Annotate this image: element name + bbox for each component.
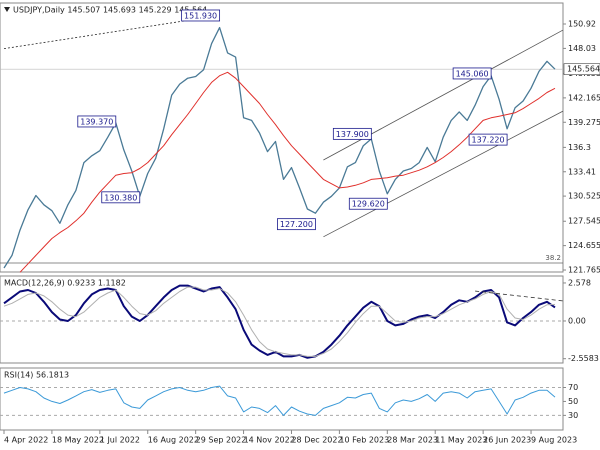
x-tick-label: 28 Mar 2023 [387, 436, 438, 445]
x-tick-label: 10 Feb 2023 [339, 436, 389, 445]
y-tick-label: 130.525 [568, 192, 600, 201]
x-tick-label: 9 Aug 2023 [531, 436, 577, 445]
y-tick-label: 139.275 [568, 118, 600, 127]
rsi-title: RSI(14) 56.1813 [4, 371, 69, 380]
x-tick-label: 29 Sep 2022 [196, 436, 247, 445]
annotation-box [348, 197, 388, 210]
annotation-label: 127.200 [280, 220, 313, 229]
y-tick-label: 50 [568, 397, 578, 406]
x-tick-label: 14 Nov 2022 [244, 436, 295, 445]
annotation-box [452, 67, 492, 80]
y-tick-label: 133.41 [568, 167, 596, 176]
last-price-box [563, 63, 600, 76]
x-tick-label: 18 May 2022 [52, 436, 104, 445]
series-line [3, 26, 556, 269]
panel-frame [0, 367, 564, 431]
y-tick-label: 150.92 [568, 20, 596, 29]
y-tick-label: 142.165 [568, 93, 600, 102]
x-tick-label: 4 Apr 2022 [4, 436, 48, 445]
x-tick-label: 11 May 2023 [435, 436, 487, 445]
annotation-label: 151.930 [184, 11, 217, 20]
y-tick-label: 121.765 [568, 266, 600, 275]
annotation-label: 137.900 [336, 130, 369, 139]
annotation-box [181, 9, 221, 22]
menu-icon [4, 7, 10, 12]
y-tick-label: 127.545 [568, 217, 600, 226]
annotation-box [101, 191, 141, 204]
series-line [3, 385, 556, 416]
series-line [19, 71, 556, 273]
y-tick-label: 148.03 [568, 44, 596, 53]
annotation-box [77, 115, 117, 128]
annotation-box [468, 133, 508, 146]
y-tick-label: 2.578 [568, 278, 591, 287]
trendline [323, 110, 564, 238]
trendline [475, 290, 564, 302]
annotation-label: 137.220 [472, 136, 505, 145]
y-tick-label: 70 [568, 383, 578, 392]
annotation-label: 129.620 [352, 200, 385, 209]
annotation-box [332, 127, 372, 140]
y-tick-label: 124.655 [568, 241, 600, 250]
annotation-label: 130.380 [104, 193, 137, 202]
annotation-box [277, 218, 316, 231]
y-tick-label: -2.5583 [568, 354, 599, 363]
fib-label: 38.2 [545, 254, 561, 262]
panel-frame [0, 275, 564, 364]
x-tick-label: 26 Jun 2023 [483, 436, 531, 445]
panel-frame [0, 2, 564, 273]
y-tick-label: 0.00 [568, 316, 586, 325]
last-price-label: 145.564 [567, 65, 600, 74]
series-line [3, 284, 556, 359]
x-tick-label: 16 Aug 2022 [148, 436, 199, 445]
annotation-label: 145.060 [456, 69, 489, 78]
macd-title: MACD(12,26,9) 0.9233 1.1182 [4, 279, 126, 288]
x-tick-label: 1 Jul 2022 [100, 436, 140, 445]
x-tick-label: 28 Dec 2022 [291, 436, 342, 445]
chart-title: USDJPY,Daily 145.507 145.693 145.229 145… [13, 6, 207, 15]
series-line [3, 286, 556, 357]
annotation-label: 139.370 [80, 117, 113, 126]
y-tick-label: 136.3 [568, 143, 591, 152]
y-tick-label: 30 [568, 411, 578, 420]
